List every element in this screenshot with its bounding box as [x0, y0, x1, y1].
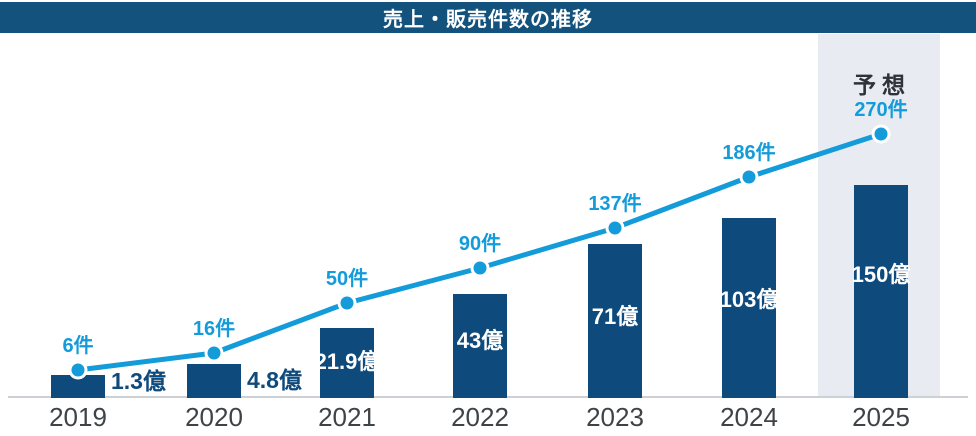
bar-2020: [187, 364, 241, 398]
bar-2025: [854, 185, 908, 398]
bar-value-label-2020: 4.8億: [247, 367, 302, 393]
x-axis-label-2021: 2021: [318, 402, 376, 432]
bar-value-label-2021: 21.9億: [314, 349, 380, 374]
line-point-2023: [608, 221, 622, 235]
x-axis-label-2019: 2019: [49, 402, 107, 432]
x-axis-label-2023: 2023: [586, 402, 644, 432]
bar-2019: [51, 375, 105, 398]
line-value-label-2021: 50件: [325, 268, 369, 290]
x-axis-label-2020: 2020: [185, 402, 243, 432]
line-value-label-2020: 16件: [192, 318, 236, 340]
line-point-halo-2021: [337, 293, 357, 313]
line-point-2024: [742, 170, 756, 184]
bar-value-label-2024: 103億: [719, 287, 779, 312]
x-axis-label-2025: 2025: [852, 402, 910, 432]
x-axis-label-2024: 2024: [720, 402, 778, 432]
line-point-2021: [340, 296, 354, 310]
forecast-label: 予想: [853, 72, 911, 98]
line-value-label-2025: 270件: [854, 99, 908, 121]
line-value-label-2019: 6件: [62, 335, 94, 357]
line-value-label-2023: 137件: [588, 193, 642, 215]
line-point-halo-2020: [204, 343, 224, 363]
line-value-label-2024: 186件: [722, 142, 776, 164]
line-point-2022: [473, 261, 487, 275]
line-point-2020: [207, 346, 221, 360]
line-point-halo-2023: [605, 218, 625, 238]
bar-value-label-2023: 71億: [591, 304, 639, 329]
bar-value-label-2025: 150億: [851, 262, 911, 287]
line-point-halo-2024: [739, 167, 759, 187]
chart-title: 売上・販売件数の推移: [383, 9, 593, 31]
line-point-halo-2022: [470, 258, 490, 278]
line-value-label-2022: 90件: [458, 233, 502, 255]
chart-title-bar: 売上・販売件数の推移: [0, 2, 976, 33]
bar-value-label-2022: 43億: [456, 328, 504, 353]
x-axis-label-2022: 2022: [451, 402, 509, 432]
bar-value-label-2019: 1.3億: [111, 368, 166, 394]
